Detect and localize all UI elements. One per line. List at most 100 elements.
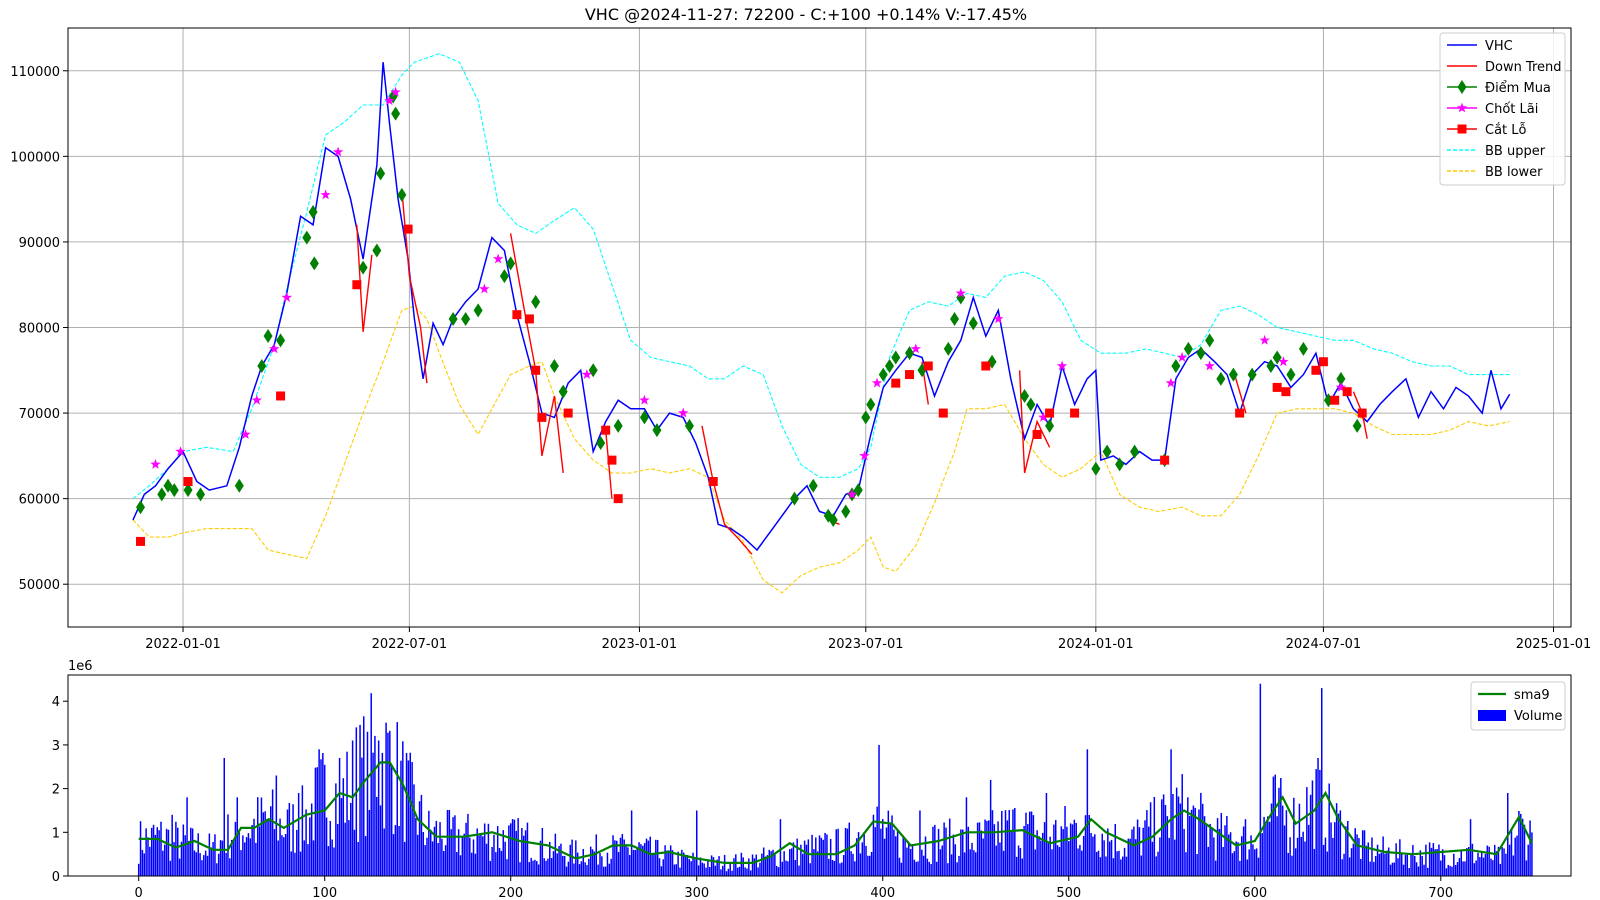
volume-bar: [1454, 865, 1457, 876]
volume-bar: [1276, 816, 1278, 876]
volume-bar: [1471, 843, 1474, 876]
x-tick-label: 100: [312, 886, 337, 900]
diem-mua-marker: [1183, 341, 1193, 356]
y-tick-label: 2: [52, 783, 60, 798]
volume-bar: [532, 860, 534, 876]
volume-bar: [1334, 822, 1336, 876]
volume-bar: [606, 852, 609, 876]
volume-bar: [515, 830, 518, 876]
diem-mua-marker: [905, 346, 915, 361]
volume-bar: [766, 855, 769, 876]
cat-lo-marker: [1160, 455, 1170, 465]
volume-bar: [392, 834, 395, 876]
volume-bar: [258, 826, 261, 876]
volume-bar: [550, 858, 553, 876]
volume-bar: [934, 824, 936, 876]
diem-mua-marker: [558, 384, 568, 399]
volume-bar: [536, 861, 538, 876]
volume-bar: [1218, 829, 1221, 876]
volume-bar: [731, 870, 733, 876]
volume-bar: [256, 797, 259, 876]
upper-axis-ticks: 2022-01-01 2022-07-01 2023-01-01 2023-07-01…: [10, 65, 1591, 652]
volume-bar: [1233, 851, 1236, 876]
volume-bar: [595, 834, 598, 876]
volume-bar: [312, 840, 315, 876]
volume-bar: [671, 850, 674, 876]
volume-bar: [1060, 826, 1063, 876]
volume-bar: [554, 833, 557, 876]
volume-bar: [396, 722, 398, 876]
volume-bar: [1395, 843, 1397, 876]
volume-bar: [487, 823, 490, 876]
volume-bar: [1133, 826, 1135, 876]
diem-mua-marker: [1026, 397, 1036, 412]
diem-mua-marker: [1205, 333, 1215, 348]
lower-plot-frame: [67, 674, 1572, 877]
diem-mua-marker: [302, 230, 312, 245]
volume-bar: [141, 850, 144, 876]
volume-bar: [305, 809, 307, 876]
volume-bar: [716, 859, 718, 876]
volume-bar: [350, 802, 352, 876]
volume-bar: [353, 829, 356, 876]
cat-lo-marker: [1281, 387, 1291, 397]
volume-bar: [376, 796, 378, 876]
volume-bar: [149, 846, 151, 876]
volume-bar: [653, 853, 655, 876]
volume-bar: [1094, 834, 1096, 876]
volume-bar: [922, 855, 925, 876]
volume-bar: [296, 829, 298, 876]
volume-bar: [709, 867, 711, 876]
y-tick-label: 0: [52, 870, 60, 885]
volume-bar: [1220, 813, 1223, 876]
volume-bar: [632, 849, 635, 876]
chot-lai-marker: [332, 146, 344, 157]
volume-bar: [1144, 820, 1146, 876]
volume-bar: [182, 824, 185, 876]
volume-bar: [446, 810, 449, 876]
volume-bar: [1482, 857, 1485, 876]
volume-bar: [735, 854, 737, 876]
volume-bar: [623, 839, 625, 876]
volume-bar: [1281, 805, 1284, 876]
volume-bar: [1172, 794, 1174, 876]
cat-lo-marker: [537, 412, 547, 422]
diem-mua-marker: [885, 359, 895, 374]
volume-bar: [956, 862, 958, 876]
volume-bar: [1129, 838, 1131, 876]
volume-bar: [876, 806, 878, 876]
volume-bar: [915, 861, 917, 876]
volume-bar: [232, 840, 235, 876]
volume-bar: [457, 829, 460, 876]
volume-bar: [560, 843, 562, 876]
y-tick-label: 80000: [19, 322, 60, 337]
y-tick-label: 3: [52, 739, 60, 754]
volume-bar: [1412, 845, 1414, 876]
volume-bar: [963, 852, 966, 876]
volume-bar: [519, 862, 521, 876]
volume-bar: [772, 849, 774, 876]
volume-bar: [374, 735, 376, 876]
volume-bar: [573, 863, 575, 876]
volume-bar: [416, 834, 419, 876]
volume-bar: [950, 854, 953, 876]
volume-bar: [1414, 856, 1416, 876]
diem-mua-marker: [157, 487, 167, 502]
volume-bar: [448, 810, 451, 876]
volume-bar: [294, 852, 296, 876]
cat-lo-marker: [1070, 408, 1080, 418]
volume-bar: [591, 849, 594, 876]
volume-bar: [965, 797, 968, 876]
volume-bar: [1529, 820, 1531, 876]
volume-bar: [1002, 850, 1005, 876]
volume-bar: [1527, 844, 1529, 876]
cat-lo-marker: [607, 455, 617, 465]
volume-bar: [1153, 797, 1156, 876]
volume-bar: [725, 871, 728, 876]
volume-bar: [1520, 813, 1522, 876]
volume-bar: [630, 810, 633, 876]
legend-label: Down Trend: [1485, 60, 1562, 75]
volume-bar: [1445, 868, 1448, 876]
x-tick-label: 400: [870, 886, 895, 900]
volume-bar: [1049, 836, 1051, 876]
